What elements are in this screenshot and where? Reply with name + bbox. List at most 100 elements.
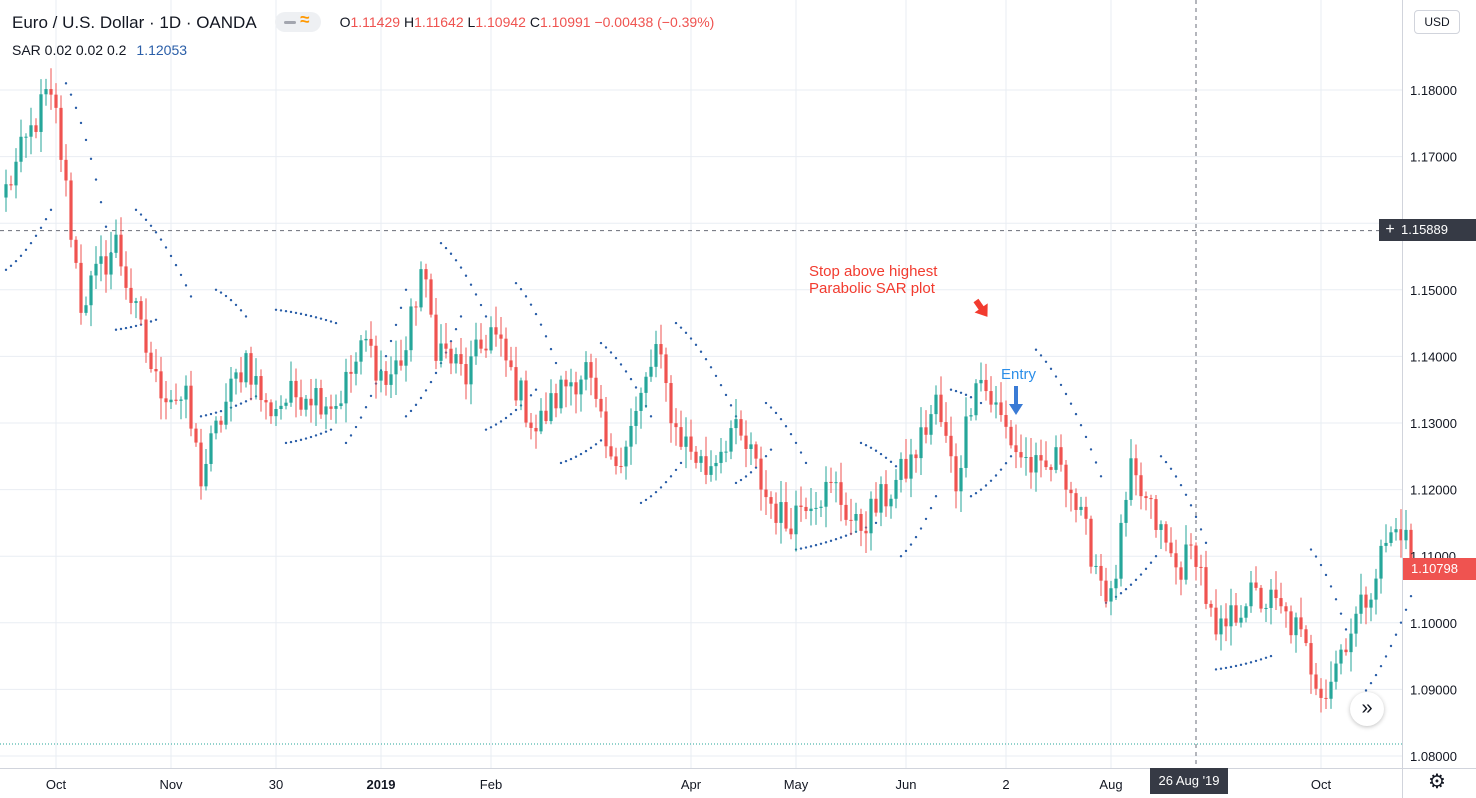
candle-body [4, 184, 8, 198]
legend-controls[interactable]: ≈ [275, 9, 322, 32]
candle-body [1184, 544, 1188, 580]
symbol-title[interactable]: Euro / U.S. Dollar · 1D · OANDA [12, 13, 257, 32]
sar-dot [114, 328, 118, 331]
sar-dot [919, 527, 923, 530]
sar-legend[interactable]: SAR 0.02 0.02 0.2 1.12053 [12, 42, 187, 58]
sar-dot [494, 423, 498, 426]
sar-dot [789, 432, 793, 436]
open-value: 1.11429 [350, 14, 401, 30]
sar-dot [384, 354, 388, 358]
sar-dot [349, 434, 353, 437]
candle-body [809, 508, 813, 512]
scroll-right-icon[interactable]: » [1350, 692, 1384, 726]
candle-body [974, 383, 978, 416]
candle-body [424, 269, 428, 280]
candle-body [619, 466, 623, 468]
indicator-waves-icon[interactable]: ≈ [300, 9, 310, 29]
candle-body [624, 446, 628, 467]
candle-body [59, 107, 63, 160]
stop-annotation-line1: Stop above highest [809, 263, 938, 280]
candle-body [759, 458, 763, 490]
y-tick-label: 1.09000 [1410, 682, 1457, 697]
sar-dot [324, 430, 328, 433]
symbol-legend[interactable]: Euro / U.S. Dollar · 1D · OANDA ≈ O1.114… [12, 9, 714, 34]
sar-dot [1059, 383, 1063, 387]
candle-body [1104, 580, 1108, 602]
candle-body [1289, 611, 1293, 636]
candle-body [1169, 542, 1173, 554]
candle-body [959, 467, 963, 492]
sar-dot [509, 412, 513, 416]
candle-body [484, 348, 488, 351]
grid [0, 0, 1402, 768]
sar-dot [394, 323, 398, 327]
candle-body [924, 427, 928, 435]
candle-body [854, 513, 858, 521]
sar-dot [524, 295, 528, 298]
candle-body [799, 505, 803, 507]
candle-body [614, 456, 618, 467]
candle-body [389, 374, 393, 385]
candle-body [499, 334, 503, 339]
candle-body [919, 427, 923, 459]
sar-dot [729, 404, 733, 407]
sar-dot [744, 475, 748, 478]
sar-dot [1149, 561, 1153, 564]
candle-body [244, 353, 248, 383]
candle-body [1079, 506, 1083, 510]
candle-body [659, 344, 663, 355]
sar-dot [159, 238, 163, 241]
sar-dot [1229, 665, 1233, 669]
sar-dot [179, 273, 183, 277]
candle-body [439, 343, 443, 361]
sar-dot [1044, 360, 1048, 363]
gear-icon[interactable]: ⚙ [1428, 771, 1446, 793]
sar-dot [769, 448, 773, 451]
currency-button[interactable]: USD [1414, 10, 1460, 34]
sar-dot [1004, 462, 1008, 465]
sar-dot [1224, 666, 1228, 670]
sar-label[interactable]: SAR 0.02 0.02 0.2 [12, 42, 127, 58]
sar-dot [889, 460, 893, 464]
minus-icon[interactable] [284, 20, 297, 24]
candle-body [384, 371, 388, 385]
sar-dot [69, 93, 73, 96]
candle-body [1044, 460, 1048, 468]
sar-dot [1119, 592, 1123, 595]
sar-dot [749, 471, 753, 474]
sar-dot [164, 246, 168, 249]
open-label: O [339, 14, 351, 30]
sar-dot [419, 396, 423, 400]
candle-body [1109, 588, 1113, 602]
sar-dot [589, 446, 593, 450]
candle-body [1254, 582, 1258, 588]
candle-body [249, 353, 253, 385]
candle-body [304, 398, 308, 410]
sar-dot [534, 388, 538, 391]
x-tick-label: Oct [46, 777, 67, 792]
candle-body [754, 444, 758, 459]
sar-dot [999, 468, 1003, 471]
sar-dot [229, 298, 233, 302]
candle-body [829, 481, 833, 484]
sar-dot [1259, 658, 1263, 661]
candle-body [1409, 529, 1413, 559]
candle-body [1389, 532, 1393, 543]
sar-dot [699, 350, 703, 353]
sar-dot [324, 318, 328, 322]
candle-body [479, 339, 483, 349]
candle-body [814, 507, 818, 509]
candle-body [649, 366, 653, 377]
sar-dot [474, 293, 478, 296]
candle-body [1049, 467, 1053, 470]
sar-dot [289, 440, 293, 444]
candle-body [404, 350, 408, 366]
sar-dot [1039, 354, 1043, 357]
candle-body [489, 327, 493, 351]
candle-body [939, 394, 943, 423]
candle-body [764, 489, 768, 498]
sar-dot [574, 455, 578, 458]
crosshair-plus-icon[interactable]: + [1385, 221, 1395, 238]
